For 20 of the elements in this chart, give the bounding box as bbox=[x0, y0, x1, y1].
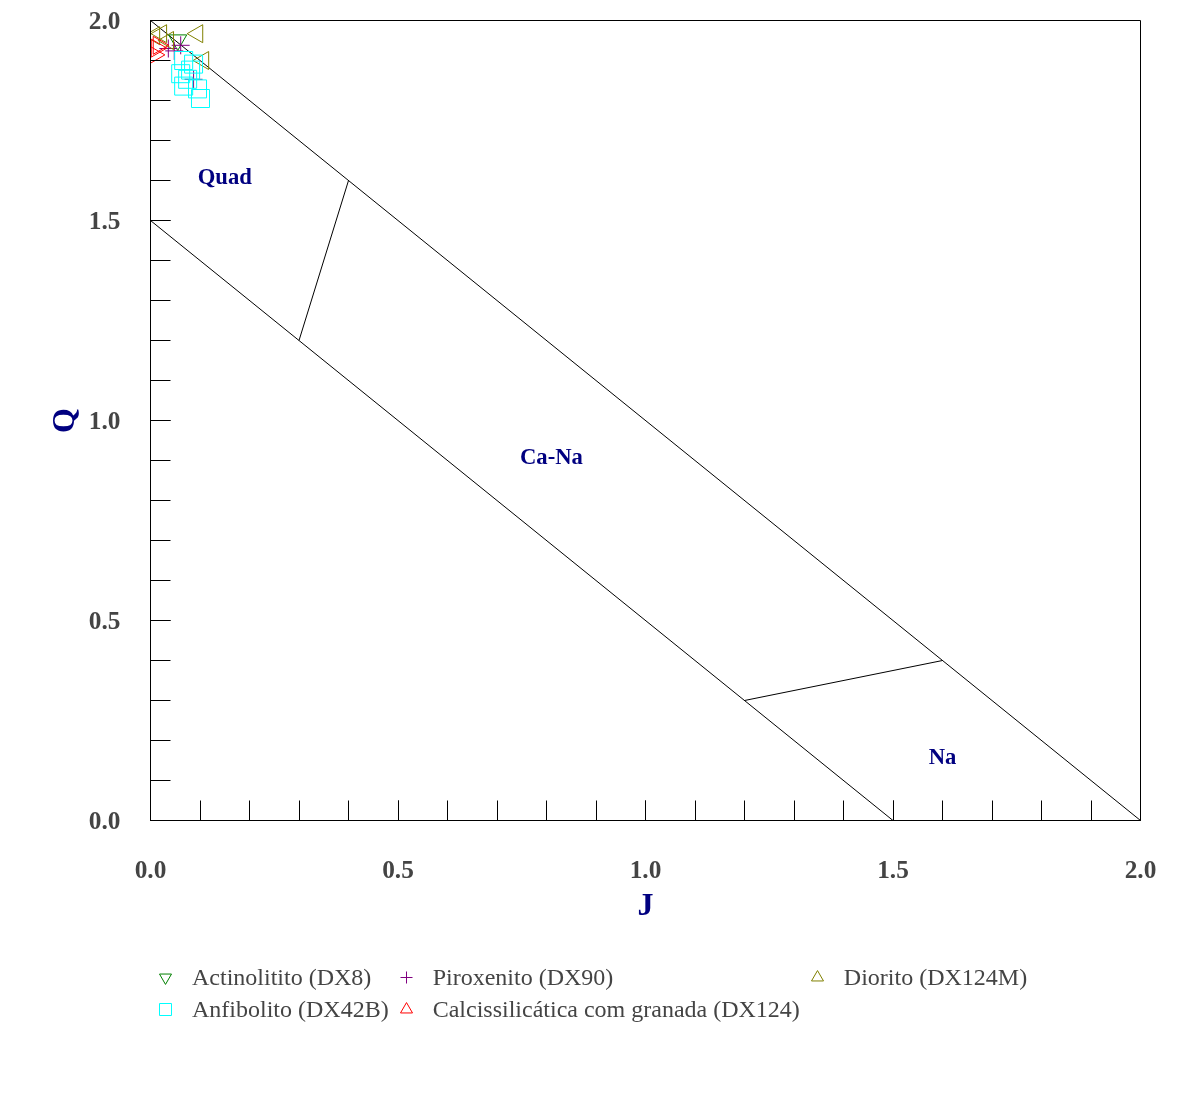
x-tick-label: 0.0 bbox=[134, 854, 167, 883]
y-axis-title: Q bbox=[44, 408, 81, 433]
x-tick-label: 1.0 bbox=[629, 854, 662, 883]
y-tick-label: 2.0 bbox=[88, 6, 121, 34]
y-tick-label: 1.5 bbox=[88, 206, 121, 234]
y-tick-label: 0.0 bbox=[88, 806, 121, 834]
legend-label: Piroxenito (DX90) bbox=[432, 963, 614, 991]
x-tick-label: 2.0 bbox=[1124, 854, 1157, 883]
annotation: Quad bbox=[197, 164, 253, 189]
annotation: Na bbox=[928, 744, 957, 769]
annotation: Ca-Na bbox=[519, 444, 583, 469]
legend-label: Diorito (DX124M) bbox=[843, 963, 1028, 991]
y-tick-label: 0.5 bbox=[88, 606, 121, 634]
x-axis-title: J bbox=[637, 885, 654, 922]
x-tick-label: 0.5 bbox=[382, 854, 414, 883]
legend-label: Calcissilicática com granada (DX124) bbox=[432, 995, 800, 1023]
legend-label: Anfibolito (DX42B) bbox=[192, 995, 389, 1023]
x-tick-label: 1.5 bbox=[877, 854, 909, 883]
legend-label: Actinolitito (DX8) bbox=[192, 963, 372, 991]
y-tick-label: 1.0 bbox=[88, 406, 121, 434]
